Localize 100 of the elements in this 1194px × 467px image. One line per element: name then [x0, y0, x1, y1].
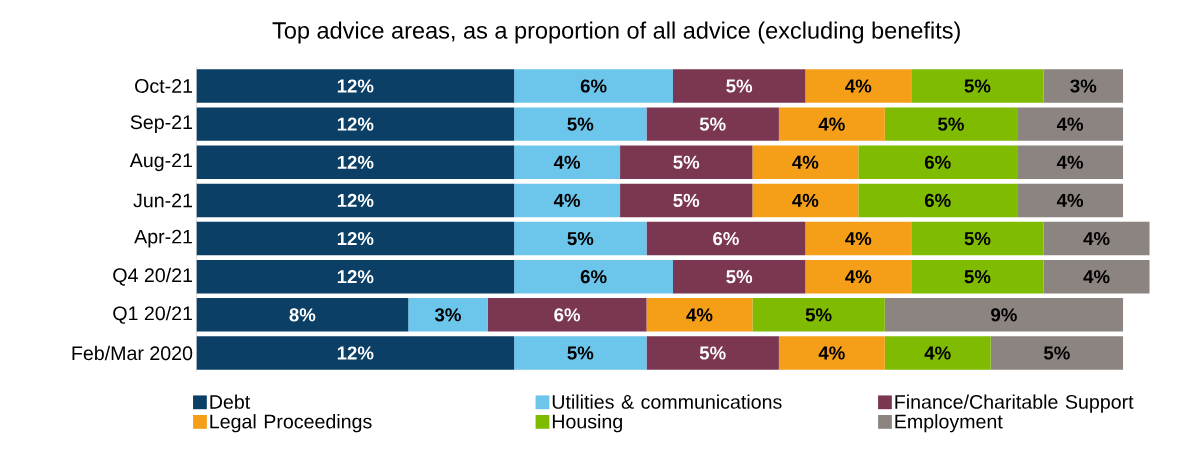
- y-tick-label: Aug-21: [129, 153, 193, 172]
- data-label: 4%: [1056, 155, 1084, 170]
- bar: [805, 260, 912, 294]
- bar: [514, 260, 673, 294]
- data-label: 3%: [1070, 79, 1097, 93]
- data-label: 4%: [1083, 232, 1110, 246]
- data-label: 4%: [1056, 117, 1084, 131]
- legend-label: Utilities & communications: [552, 394, 782, 410]
- bar: [752, 145, 859, 180]
- data-label: 5%: [673, 194, 700, 208]
- legend-label: Legal Proceedings: [210, 414, 372, 433]
- bar: [646, 222, 806, 256]
- data-label: 4%: [818, 117, 845, 131]
- bar: [911, 69, 1044, 103]
- y-tick-label: Jun-21: [133, 193, 193, 208]
- bar: [673, 69, 806, 103]
- bar: [196, 69, 515, 103]
- y-tick-label: Q4 20/21: [113, 267, 193, 286]
- bar: [620, 145, 753, 180]
- data-label: 12%: [337, 194, 374, 208]
- data-label: 6%: [554, 308, 581, 322]
- data-label: 4%: [792, 155, 819, 170]
- data-label: 3%: [434, 308, 461, 322]
- data-label: 4%: [1056, 194, 1084, 208]
- bar: [196, 298, 409, 332]
- y-tick-label: Sep-21: [130, 115, 193, 134]
- data-label: 5%: [964, 270, 991, 284]
- bar: [196, 222, 515, 256]
- bar: [196, 336, 515, 370]
- bar: [884, 107, 1018, 142]
- data-label: 5%: [567, 117, 594, 131]
- data-label: 12%: [337, 270, 374, 284]
- data-label: 4%: [845, 270, 872, 284]
- bar: [1017, 183, 1124, 218]
- data-label: 9%: [991, 308, 1017, 322]
- y-tick-label: Apr-21: [134, 229, 193, 248]
- bar: [858, 183, 1018, 218]
- data-label: 12%: [337, 232, 374, 246]
- bar: [646, 107, 779, 142]
- data-label: 6%: [580, 270, 607, 284]
- bar: [911, 260, 1044, 294]
- legend-label: Finance/Charitable Support: [895, 394, 1134, 413]
- bar: [1043, 260, 1150, 294]
- y-tick-label: Feb/Mar 2020: [72, 346, 193, 361]
- bar: [752, 298, 885, 332]
- data-label: 5%: [726, 79, 753, 93]
- data-label: 5%: [699, 346, 726, 360]
- data-label: 4%: [845, 79, 872, 93]
- bar: [514, 222, 647, 256]
- bar: [514, 69, 673, 103]
- bar: [196, 145, 515, 180]
- data-label: 4%: [924, 346, 951, 360]
- data-label: 12%: [337, 155, 374, 170]
- data-label: 5%: [567, 232, 594, 246]
- data-label: 4%: [553, 155, 581, 170]
- bar: [673, 260, 806, 294]
- bar: [778, 336, 885, 370]
- bar: [1017, 145, 1124, 180]
- data-label: 5%: [699, 117, 726, 131]
- y-tick-label: Q1 20/21: [113, 306, 193, 325]
- data-label: 5%: [567, 346, 594, 360]
- bar: [884, 298, 1124, 332]
- bar: [990, 336, 1124, 370]
- data-label: 6%: [580, 79, 607, 93]
- bar: [646, 336, 779, 370]
- data-label: 4%: [686, 308, 713, 322]
- bar: [884, 336, 991, 370]
- bar: [487, 298, 647, 332]
- legend-label: Debt: [210, 394, 251, 410]
- bar: [1017, 107, 1124, 142]
- bar: [778, 107, 885, 142]
- bar: [805, 222, 912, 256]
- bar: [1043, 222, 1150, 256]
- data-label: 6%: [924, 155, 951, 170]
- data-label: 4%: [792, 194, 819, 208]
- bar: [805, 69, 912, 103]
- data-label: 12%: [337, 117, 374, 131]
- legend-label: Employment: [895, 414, 1003, 433]
- bar: [514, 336, 647, 370]
- bar: [514, 183, 621, 218]
- bar: [196, 183, 515, 218]
- bar: [514, 145, 621, 180]
- bar: [752, 183, 859, 218]
- bar: [408, 298, 488, 332]
- bar: [646, 298, 753, 332]
- data-label: 5%: [938, 117, 964, 131]
- data-label: 5%: [1043, 346, 1070, 360]
- data-label: 4%: [845, 232, 872, 246]
- data-label: 8%: [289, 308, 316, 322]
- bar: [620, 183, 753, 218]
- data-label: 4%: [553, 194, 581, 208]
- data-label: 6%: [713, 232, 739, 246]
- bar: [911, 222, 1044, 256]
- data-label: 12%: [337, 346, 374, 360]
- bar: [196, 107, 515, 142]
- data-label: 5%: [805, 308, 832, 322]
- data-label: 5%: [964, 79, 991, 93]
- bar: [514, 107, 647, 142]
- chart-title: Top advice areas, as a proportion of all advice (excluding benefits): [272, 21, 960, 44]
- data-label: 4%: [818, 346, 845, 360]
